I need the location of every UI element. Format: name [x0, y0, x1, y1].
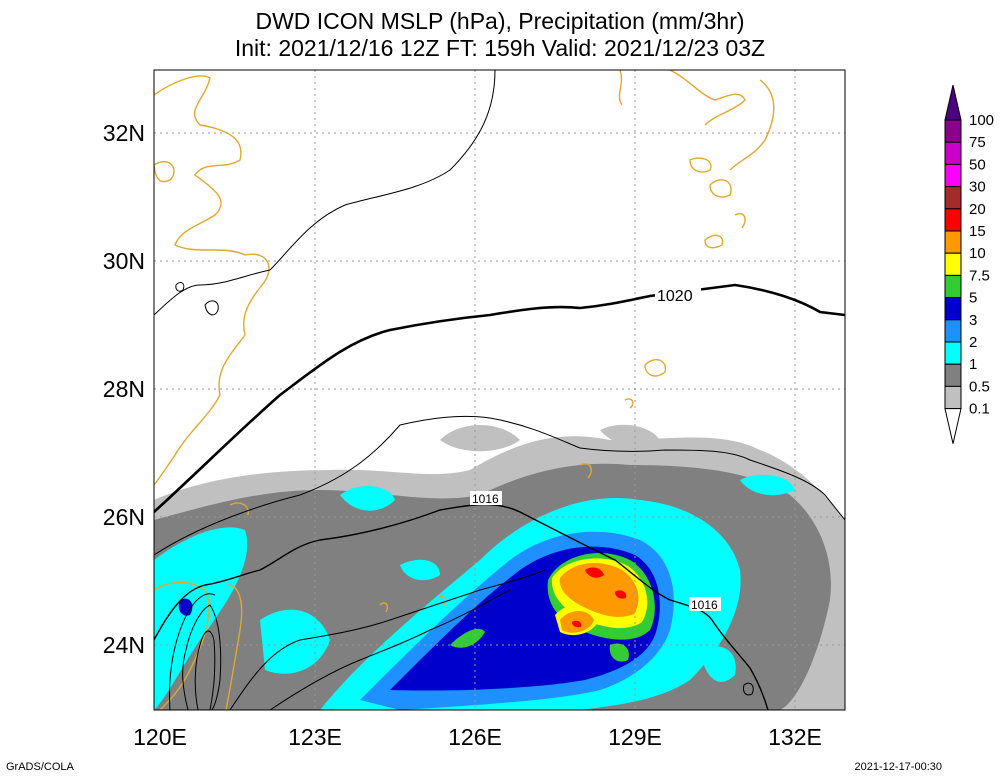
latitude-axis: 32N 30N 28N 26N 24N	[103, 120, 145, 658]
footer-timestamp: 2021-12-17-00:30	[854, 761, 942, 773]
isobar-1016	[154, 503, 769, 710]
isobar-1018	[154, 415, 845, 556]
colorbar-label: 30	[969, 179, 986, 196]
isobar-low-2	[194, 630, 216, 710]
colorbar-label: 15	[969, 223, 986, 240]
colorbar-swatch	[944, 319, 962, 343]
lat-label: 24N	[103, 632, 145, 658]
lat-label: 26N	[103, 504, 145, 530]
colorbar-label: 0.5	[969, 378, 990, 395]
lon-label: 126E	[448, 724, 502, 750]
colorbar-swatch	[944, 385, 962, 410]
isobar-label-1016-a: 1016	[472, 492, 499, 506]
isobar-low-3	[169, 593, 216, 710]
isobar-low-1	[182, 604, 222, 710]
isobar-1012	[269, 589, 511, 710]
footer-credit: GrADS/COLA	[6, 761, 74, 773]
colorbar-label: 2	[969, 334, 977, 351]
isobar-1020	[154, 283, 845, 513]
colorbar-label: 1	[969, 356, 977, 373]
map-plot-area: 1020 1016 1016	[154, 70, 845, 710]
lat-label: 28N	[103, 376, 145, 402]
lon-label: 123E	[288, 724, 342, 750]
graticule	[154, 70, 845, 710]
lon-label: 120E	[133, 724, 187, 750]
map-subtitle: Init: 2021/12/16 12Z FT: 159h Valid: 202…	[234, 35, 766, 61]
colorbar-label: 3	[969, 312, 977, 329]
colorbar-top-arrow	[944, 84, 962, 121]
colorbar: 100 75 50 30 20 15 10 7.5 5 3 2 1 0.5 0.1	[944, 84, 994, 444]
lon-label: 132E	[768, 724, 822, 750]
colorbar-label: 20	[969, 201, 986, 218]
lat-label: 30N	[103, 248, 145, 274]
isobar-loop-2	[175, 282, 185, 292]
colorbar-label: 75	[969, 134, 986, 151]
isobar-label-1016-b: 1016	[691, 598, 718, 612]
colorbar-swatch	[944, 208, 962, 232]
coastline	[154, 70, 775, 710]
isobars	[154, 70, 845, 710]
longitude-axis: 120E 123E 126E 129E 132E	[133, 724, 822, 750]
colorbar-swatch	[944, 186, 962, 210]
colorbar-swatch	[944, 141, 962, 165]
colorbar-bottom-arrow	[944, 408, 962, 444]
colorbar-swatch	[944, 119, 962, 143]
isobar-1024	[154, 70, 496, 316]
map-frame	[153, 69, 846, 711]
isobar-label-1020: 1020	[657, 288, 693, 305]
colorbar-label: 100	[969, 112, 994, 129]
colorbar-swatch	[944, 274, 962, 299]
colorbar-label: 5	[969, 290, 977, 307]
colorbar-label: 7.5	[969, 267, 990, 284]
precip-15-20	[572, 567, 627, 628]
colorbar-label: 50	[969, 156, 986, 173]
colorbar-label: 10	[969, 245, 986, 262]
colorbar-swatch	[944, 163, 962, 188]
colorbar-label: 0.1	[969, 401, 990, 418]
colorbar-swatch	[944, 252, 962, 276]
isobar-loop-3	[743, 682, 754, 696]
lat-label: 32N	[103, 120, 145, 146]
colorbar-swatch	[944, 230, 962, 254]
colorbar-swatch	[944, 341, 962, 365]
colorbar-swatch	[944, 363, 962, 387]
lon-label: 129E	[608, 724, 662, 750]
colorbar-swatch	[944, 297, 962, 321]
isobar-labels: 1020 1016 1016	[470, 286, 721, 612]
isobar-loop-1	[204, 300, 219, 316]
map-title: DWD ICON MSLP (hPa), Precipitation (mm/3…	[255, 8, 745, 34]
isobar-1014	[229, 569, 546, 710]
